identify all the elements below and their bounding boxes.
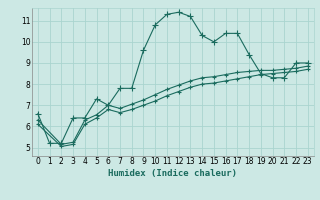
X-axis label: Humidex (Indice chaleur): Humidex (Indice chaleur) xyxy=(108,169,237,178)
